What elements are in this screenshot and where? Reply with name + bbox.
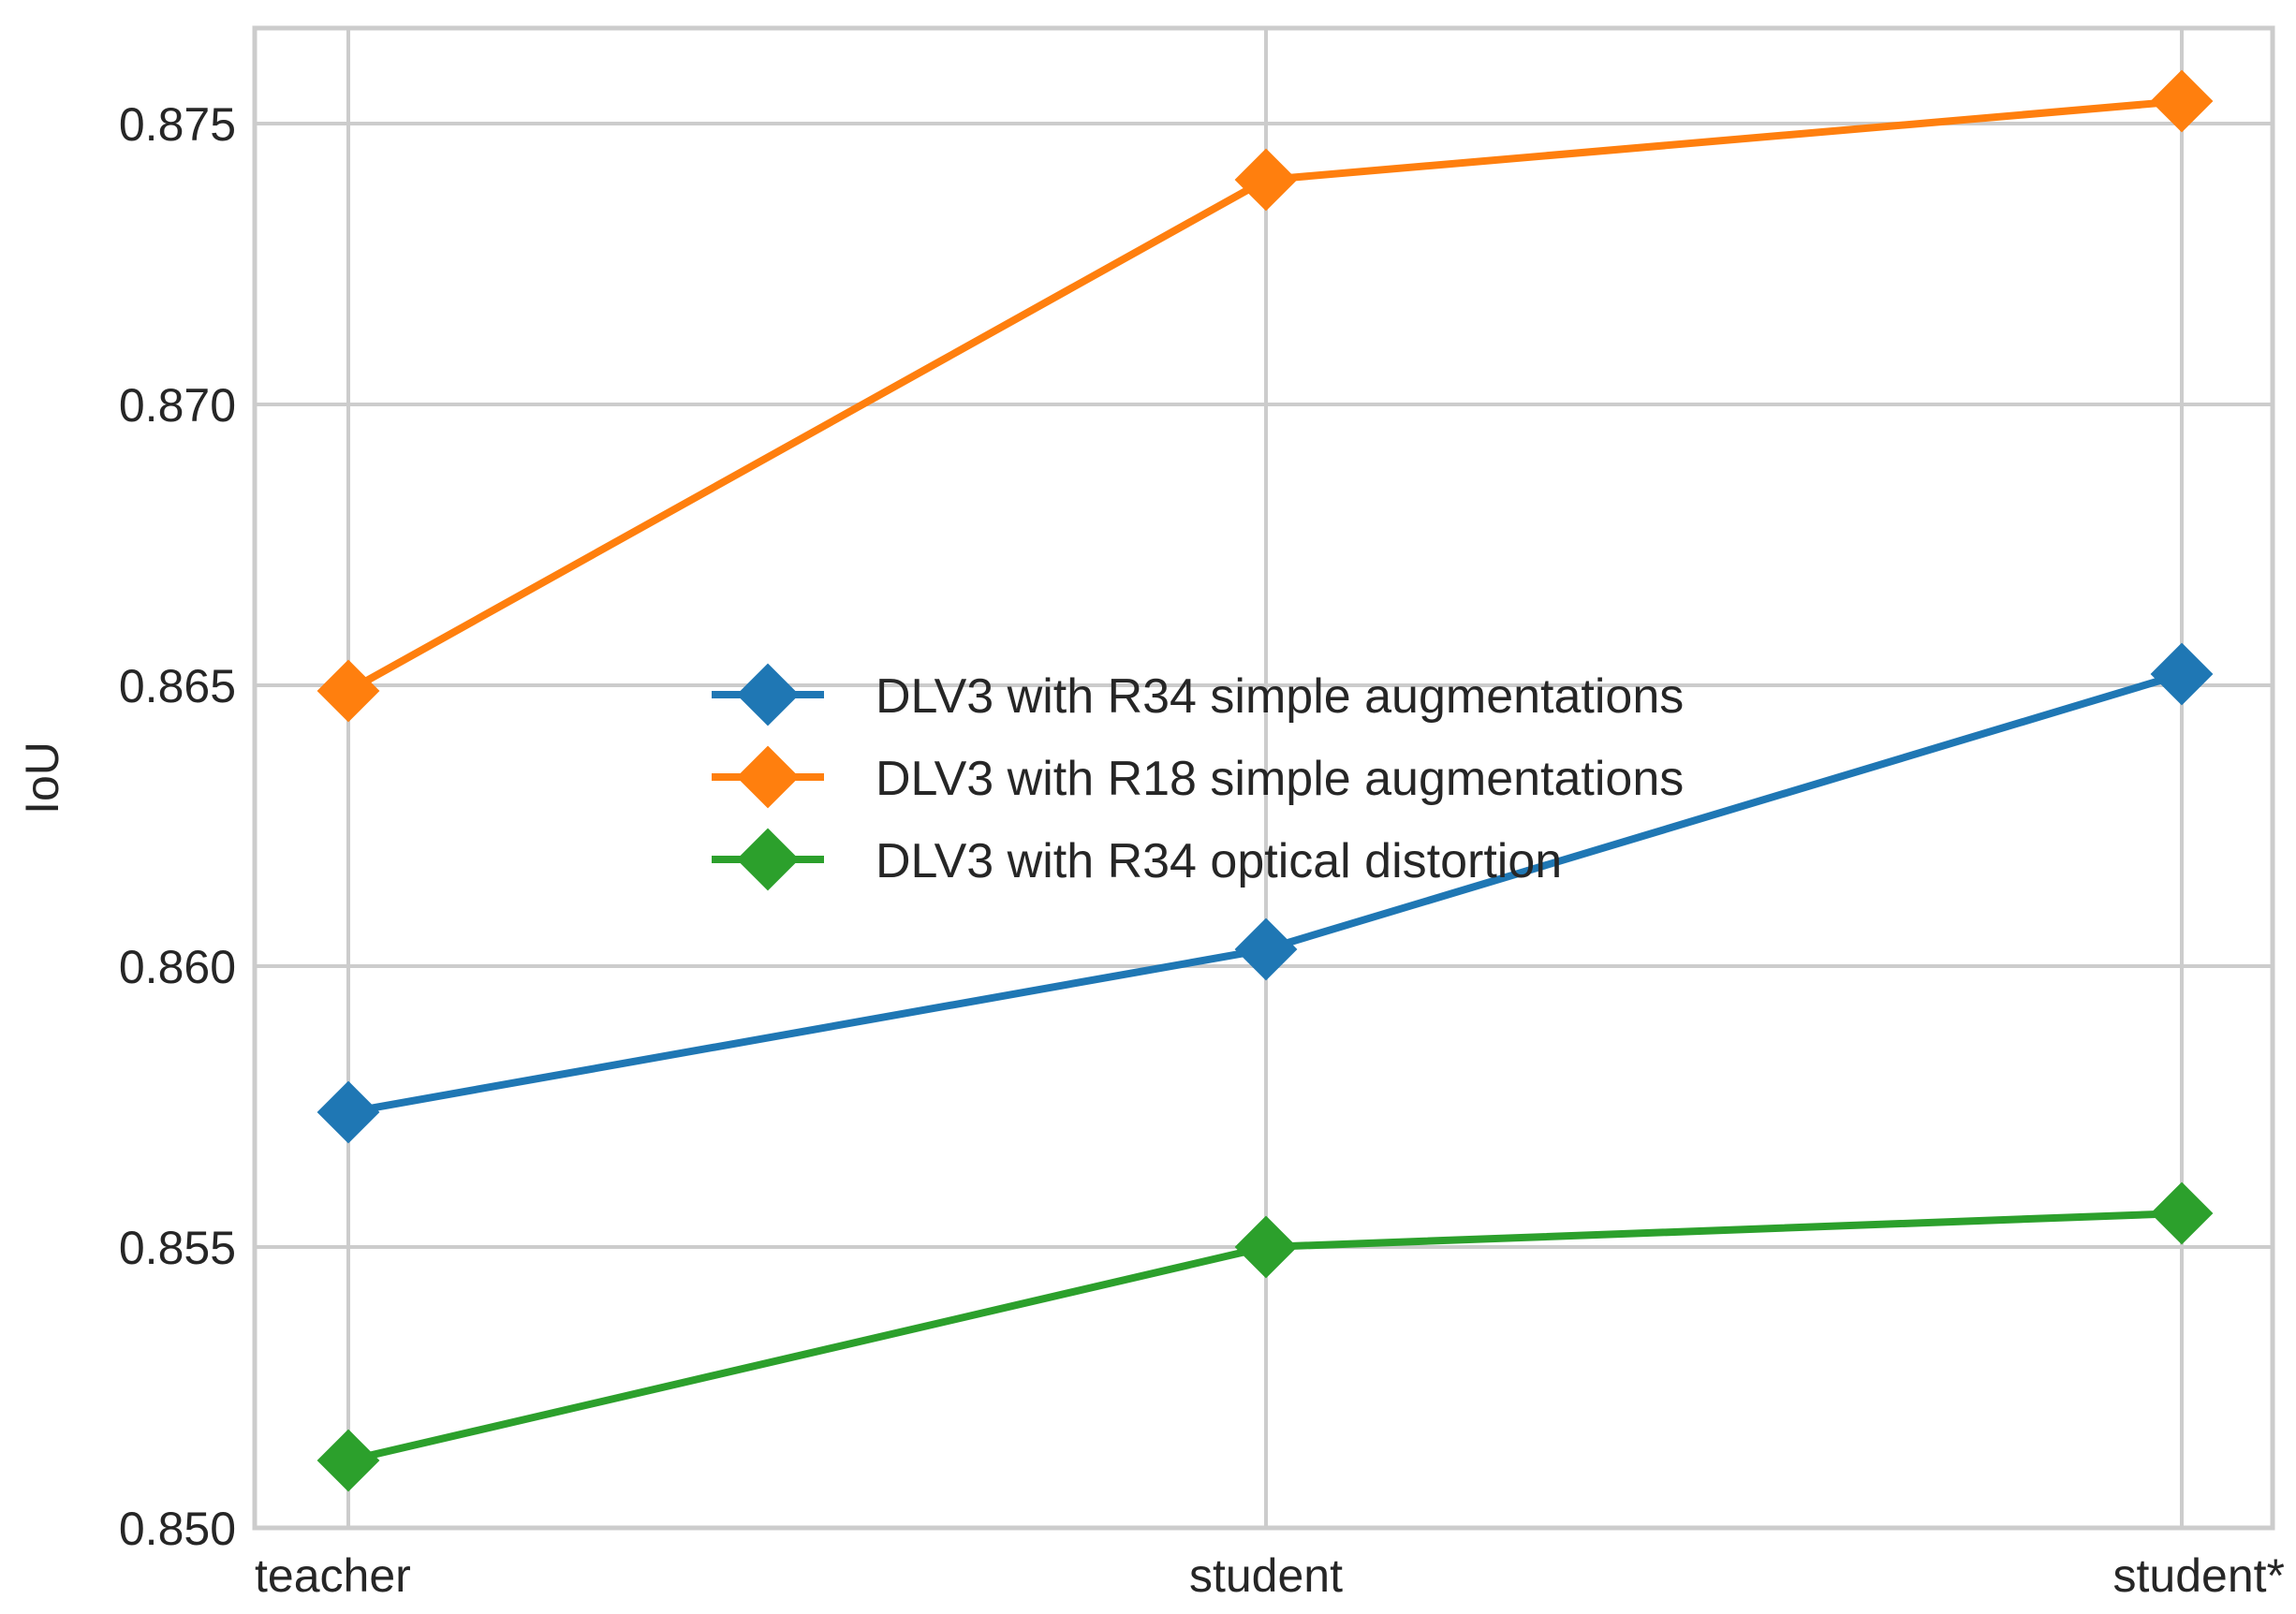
legend-marker [736, 745, 800, 809]
x-tick-labels: teacher student student* [255, 1549, 2285, 1602]
legend-label: DLV3 with R34 optical distortion [876, 834, 1562, 888]
y-axis-label: IoU [16, 741, 68, 814]
y-tick-labels: 0.850 0.855 0.860 0.865 0.870 0.875 [119, 98, 236, 1555]
legend-item: DLV3 with R34 optical distortion [712, 828, 1562, 891]
legend-label: DLV3 with R18 simple augmentations [876, 752, 1684, 806]
y-tick-label: 0.870 [119, 379, 236, 432]
data-point [2150, 1181, 2214, 1245]
legend-marker [736, 663, 800, 726]
series-group [316, 69, 2214, 1492]
x-tick-label: student [1189, 1549, 1343, 1602]
data-point [316, 1429, 380, 1492]
legend-label: DLV3 with R34 simple augmentations [876, 669, 1684, 724]
legend-marker [736, 828, 800, 891]
y-tick-label: 0.855 [119, 1222, 236, 1274]
data-point [2150, 642, 2214, 706]
legend-item: DLV3 with R34 simple augmentations [712, 663, 1684, 726]
y-tick-label: 0.875 [119, 98, 236, 151]
y-tick-label: 0.850 [119, 1503, 236, 1555]
data-point [2150, 69, 2214, 133]
series-3 [316, 1181, 2214, 1492]
y-tick-label: 0.865 [119, 660, 236, 712]
series-2 [316, 69, 2214, 723]
legend: DLV3 with R34 simple augmentations DLV3 w… [712, 663, 1684, 891]
data-point [316, 659, 380, 723]
plot-frame [252, 25, 2275, 1531]
legend-item: DLV3 with R18 simple augmentations [712, 745, 1684, 809]
data-point [1234, 1215, 1298, 1279]
data-point [1234, 917, 1298, 981]
data-point [1234, 148, 1298, 212]
x-tick-label: student* [2113, 1549, 2285, 1602]
data-point [316, 1080, 380, 1144]
x-tick-label: teacher [255, 1549, 411, 1602]
series-1 [316, 642, 2214, 1144]
y-tick-label: 0.860 [119, 941, 236, 993]
